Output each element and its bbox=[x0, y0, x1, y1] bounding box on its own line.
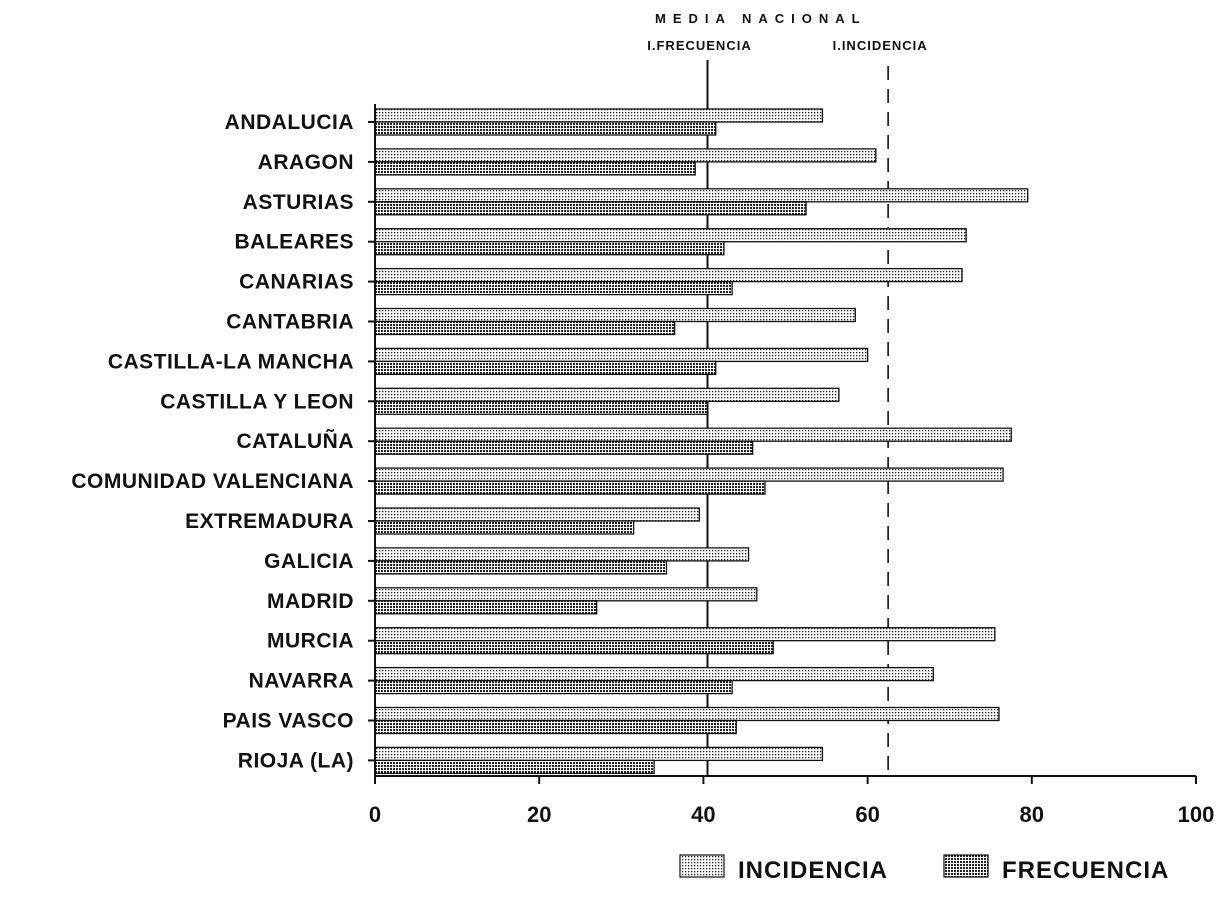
bars bbox=[374, 108, 1029, 775]
bar-frecuencia-10 bbox=[374, 520, 635, 535]
bar-frecuencia-7 bbox=[374, 400, 709, 415]
bar-incidencia-0 bbox=[374, 108, 824, 123]
bar-incidencia-3 bbox=[374, 228, 967, 243]
category-label: MURCIA bbox=[267, 630, 354, 653]
category-labels: ANDALUCIA ARAGON ASTURIAS BALEARES CANARIAS C… bbox=[71, 111, 375, 772]
bar-incidencia-13 bbox=[374, 627, 996, 642]
bar-frecuencia-1 bbox=[374, 161, 696, 176]
category-label: ASTURIAS bbox=[243, 191, 354, 214]
bar-incidencia-11 bbox=[374, 547, 750, 562]
category-label: MADRID bbox=[267, 590, 354, 613]
bar-incidencia-15 bbox=[374, 706, 1000, 722]
bar-incidencia-12 bbox=[374, 587, 758, 602]
reference-label-0: I.FRECUENCIA bbox=[647, 38, 751, 53]
category-label: PAIS VASCO bbox=[223, 710, 354, 733]
category-label: BALEARES bbox=[234, 231, 354, 254]
bar-frecuencia-8 bbox=[374, 440, 754, 455]
category-label: RIOJA (LA) bbox=[238, 749, 354, 772]
bar-incidencia-2 bbox=[374, 188, 1029, 203]
bar-frecuencia-6 bbox=[374, 360, 717, 376]
bar-frecuencia-12 bbox=[374, 600, 598, 615]
bar-incidencia-1 bbox=[374, 148, 877, 163]
category-label: CASTILLA-LA MANCHA bbox=[108, 350, 354, 373]
category-label: CANARIAS bbox=[239, 271, 354, 294]
bar-incidencia-16 bbox=[374, 746, 824, 762]
bar-incidencia-7 bbox=[374, 387, 840, 402]
x-tick-label: 100 bbox=[1178, 802, 1215, 827]
bar-frecuencia-9 bbox=[374, 480, 766, 495]
x-tick-label: 40 bbox=[691, 802, 715, 827]
bar-incidencia-5 bbox=[374, 307, 856, 323]
reference-lines: I.FRECUENCIA I.INCIDENCIA bbox=[647, 38, 927, 776]
bar-frecuencia-2 bbox=[374, 201, 807, 216]
category-label: COMUNIDAD VALENCIANA bbox=[71, 470, 354, 493]
category-label: ARAGON bbox=[258, 151, 354, 174]
legend-swatch-incidencia bbox=[679, 854, 725, 878]
category-label: CASTILLA Y LEON bbox=[160, 390, 354, 413]
category-label: EXTREMADURA bbox=[185, 510, 354, 533]
reference-label-1: I.INCIDENCIA bbox=[833, 38, 928, 53]
legend-label-incidencia: INCIDENCIA bbox=[738, 857, 888, 884]
x-ticks: 0 20 40 60 80 100 bbox=[369, 776, 1214, 827]
legend-swatch-frecuencia bbox=[943, 854, 989, 878]
x-tick-label: 60 bbox=[855, 802, 879, 827]
bar-frecuencia-11 bbox=[374, 560, 668, 575]
bar-incidencia-14 bbox=[374, 666, 934, 682]
bar-frecuencia-3 bbox=[374, 241, 725, 256]
category-label: CANTABRIA bbox=[226, 311, 354, 334]
bar-frecuencia-5 bbox=[374, 320, 676, 336]
bar-incidencia-6 bbox=[374, 347, 869, 363]
bar-incidencia-9 bbox=[374, 467, 1004, 482]
bar-frecuencia-13 bbox=[374, 640, 774, 655]
x-tick-label: 20 bbox=[527, 802, 551, 827]
category-label: NAVARRA bbox=[249, 670, 354, 693]
legend-label-frecuencia: FRECUENCIA bbox=[1002, 857, 1169, 884]
bar-frecuencia-0 bbox=[374, 121, 717, 136]
bar-frecuencia-4 bbox=[374, 280, 733, 296]
bar-frecuencia-14 bbox=[374, 679, 733, 695]
reference-header: MEDIA NACIONAL bbox=[655, 11, 867, 26]
legend: INCIDENCIA FRECUENCIA bbox=[679, 854, 1169, 884]
bar-frecuencia-15 bbox=[374, 719, 737, 735]
bar-incidencia-10 bbox=[374, 507, 700, 522]
category-label: GALICIA bbox=[264, 550, 354, 573]
x-tick-label: 0 bbox=[369, 802, 381, 827]
category-label: CATALUÑA bbox=[236, 430, 354, 453]
bar-incidencia-8 bbox=[374, 427, 1012, 442]
bar-incidencia-4 bbox=[374, 267, 963, 283]
x-tick-label: 80 bbox=[1020, 802, 1044, 827]
bar-frecuencia-16 bbox=[374, 759, 655, 775]
category-label: ANDALUCIA bbox=[225, 111, 354, 134]
